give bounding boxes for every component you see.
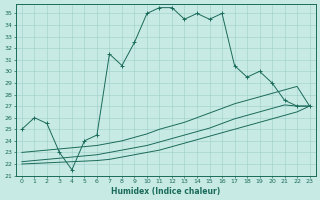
- X-axis label: Humidex (Indice chaleur): Humidex (Indice chaleur): [111, 187, 220, 196]
